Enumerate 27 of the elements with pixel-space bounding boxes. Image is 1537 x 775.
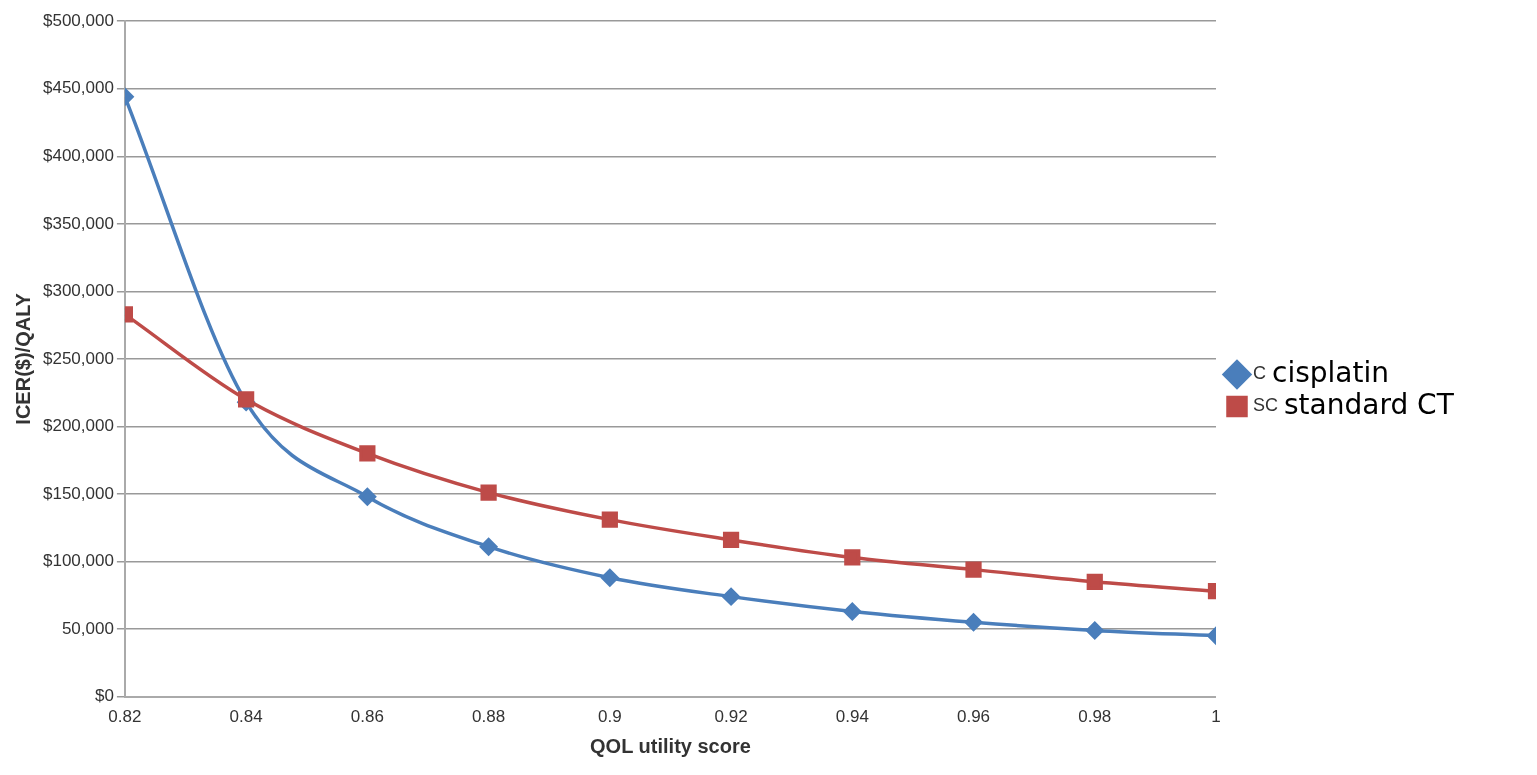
y-tick-label: 50,000	[61, 618, 114, 638]
y-tick-label: $0	[94, 686, 114, 706]
legend-label: C	[1253, 363, 1266, 384]
x-tick-label: 0.82	[108, 707, 142, 727]
x-tick-label: 0.98	[1078, 707, 1112, 727]
y-tick-label: $450,000	[43, 78, 114, 98]
x-tick-label: 1	[1211, 707, 1221, 727]
y-tick-label: $150,000	[43, 483, 114, 503]
text: cisplatin	[1271, 355, 1389, 389]
x-axis-title: QOL utility score	[590, 734, 751, 757]
x-tick-label: 0.84	[229, 707, 263, 727]
legend-label: SC	[1253, 395, 1279, 416]
y-tick-label: $400,000	[43, 145, 114, 165]
x-tick-label: 0.92	[714, 707, 748, 727]
y-tick-label: $300,000	[43, 281, 114, 301]
y-tick-label: $500,000	[43, 10, 114, 30]
y-tick-label: $200,000	[43, 416, 114, 436]
x-tick-label: 0.94	[835, 707, 869, 727]
x-tick-label: 0.86	[350, 707, 384, 727]
x-tick-label: 0.88	[472, 707, 506, 727]
x-tick-label: 0.96	[956, 707, 991, 727]
y-tick-label: $350,000	[43, 213, 114, 233]
text: standard CT	[1284, 387, 1455, 421]
y-axis-title: ICER($)/QALY	[11, 292, 34, 425]
y-tick-label: $100,000	[43, 551, 114, 571]
y-tick-label: $250,000	[43, 348, 114, 368]
x-tick-label: 0.9	[598, 707, 622, 727]
